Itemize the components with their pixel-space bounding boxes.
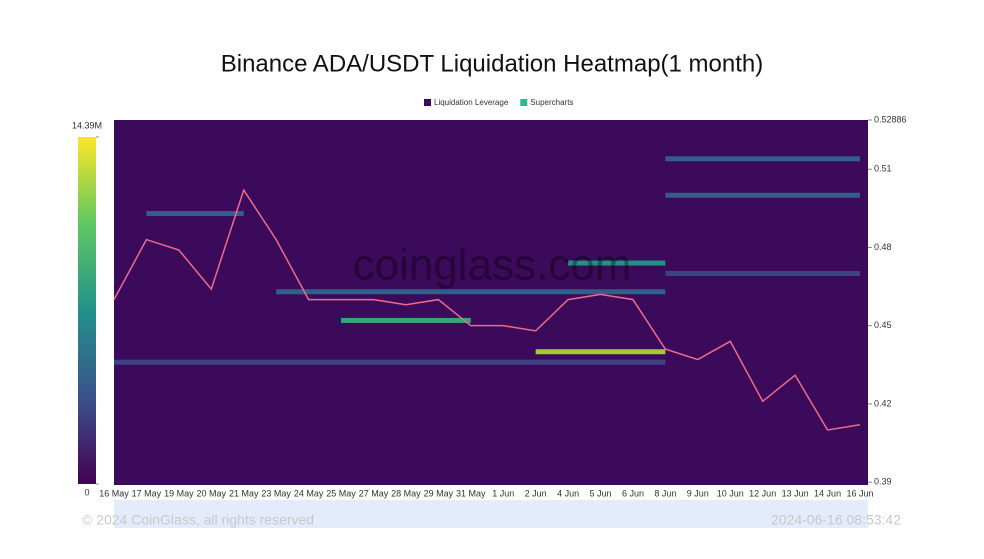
x-tick-label: 14 Jun — [814, 488, 841, 498]
x-tick-label: 28 May — [391, 488, 421, 498]
y-tick-label: 0.39 — [874, 477, 892, 487]
liquidation-band — [665, 156, 860, 162]
liquidation-band — [146, 211, 244, 217]
x-tick-label: 31 May — [456, 488, 486, 498]
liquidation-band — [535, 349, 666, 355]
legend-swatch — [424, 99, 431, 106]
liquidation-band — [341, 317, 471, 323]
x-tick-label: 20 May — [197, 488, 227, 498]
timestamp: 2024-06-16 08:53:42 — [771, 512, 901, 528]
x-tick-label: 12 Jun — [749, 488, 776, 498]
x-tick-label: 27 May — [359, 488, 389, 498]
x-tick-label: 1 Jun — [492, 488, 514, 498]
x-tick-label: 10 Jun — [717, 488, 744, 498]
colorbar-label: 0 — [84, 487, 89, 497]
x-tick-label: 9 Jun — [687, 488, 709, 498]
liquidation-band — [665, 192, 860, 198]
x-tick-label: 24 May — [294, 488, 324, 498]
colorbar — [78, 137, 96, 484]
legend-swatch — [520, 99, 528, 106]
footer: © 2024 CoinGlass, all rights reserved — [82, 512, 314, 528]
x-tick-label: 29 May — [424, 488, 454, 498]
x-tick-label: 17 May — [132, 488, 162, 498]
colorbar-label: 14.39M — [72, 120, 102, 130]
watermark: coinglass.com — [353, 241, 632, 290]
y-tick-label: 0.51 — [874, 164, 892, 174]
x-tick-label: 8 Jun — [654, 488, 676, 498]
x-tick-label: 2 Jun — [525, 488, 547, 498]
y-tick-label: 0.52886 — [874, 114, 907, 124]
x-tick-label: 4 Jun — [557, 488, 579, 498]
x-tick-label: 5 Jun — [590, 488, 612, 498]
liquidation-band — [276, 289, 666, 295]
x-tick-label: 16 May — [99, 488, 129, 498]
liquidation-band — [568, 260, 666, 266]
x-tick-label: 23 May — [261, 488, 291, 498]
x-tick-label: 21 May — [229, 488, 259, 498]
heatmap-background — [114, 120, 868, 485]
price-line — [113, 188, 861, 431]
x-tick-label: 19 May — [164, 488, 194, 498]
legend-label: Supercharts — [530, 98, 573, 107]
y-tick-label: 0.48 — [874, 242, 892, 252]
x-tick-label: 13 Jun — [782, 488, 809, 498]
liquidation-band — [114, 359, 666, 365]
x-tick-label: 6 Jun — [622, 488, 644, 498]
x-tick-label: 16 Jun — [846, 488, 873, 498]
chart-title: Binance ADA/USDT Liquidation Heatmap(1 m… — [221, 50, 764, 77]
legend-label: Liquidation Leverage — [434, 98, 509, 107]
y-tick-label: 0.42 — [874, 398, 892, 408]
navigator — [114, 500, 868, 528]
y-tick-label: 0.45 — [874, 320, 892, 330]
x-tick-label: 25 May — [326, 488, 356, 498]
liquidation-band — [665, 271, 860, 277]
